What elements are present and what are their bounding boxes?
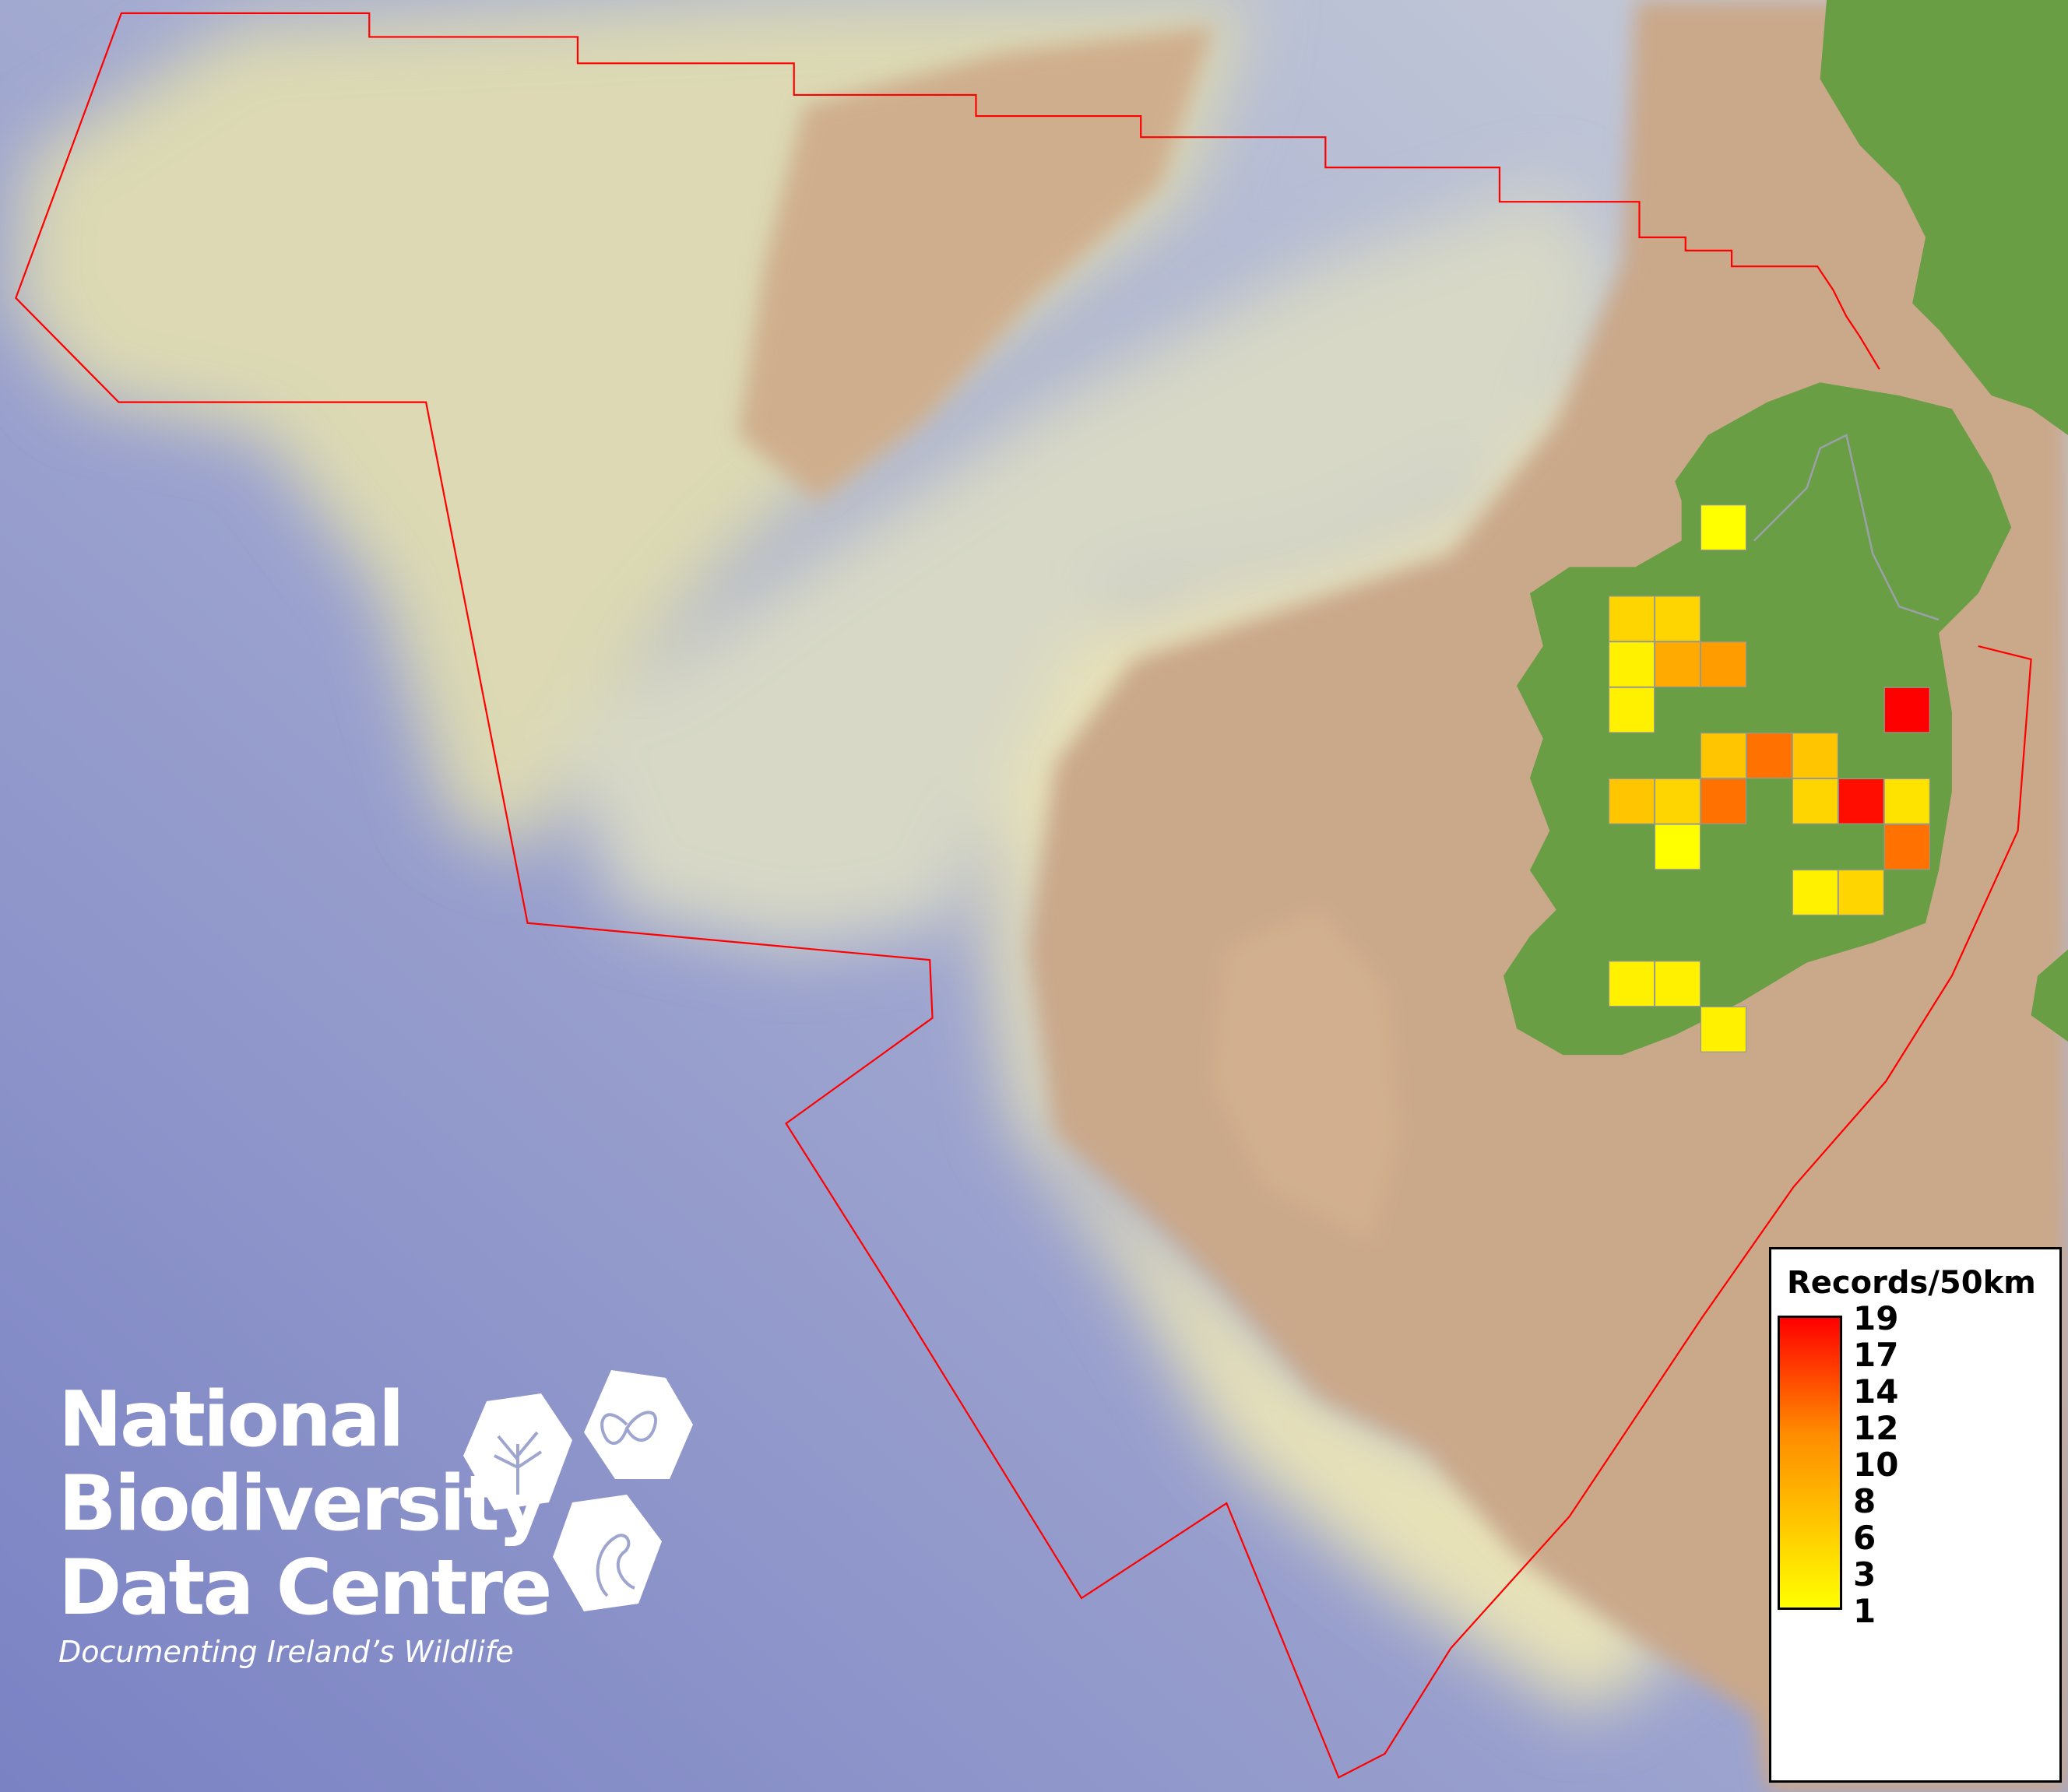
grid-cell-records[interactable]: [1608, 641, 1655, 687]
grid-cell-records[interactable]: [1700, 641, 1747, 687]
hexagon-emblem: [463, 1370, 693, 1611]
logo-line-2: Biodiversity: [58, 1460, 547, 1548]
grid-cell-records[interactable]: [1700, 1006, 1747, 1052]
grid-cell-records[interactable]: [1654, 596, 1701, 642]
legend-tick-label: 17: [1853, 1336, 1899, 1374]
grid-cell-records[interactable]: [1792, 733, 1839, 779]
grid-cell-records[interactable]: [1654, 961, 1701, 1007]
tan-bank-north: [738, 26, 1214, 501]
grid-cell-records[interactable]: [1700, 778, 1747, 824]
grid-cell-records[interactable]: [1883, 687, 1930, 733]
logo-line-1: National: [58, 1376, 404, 1464]
legend-title: Records/50km: [1787, 1265, 2036, 1301]
eez-boundary-line: [15, 12, 2032, 1779]
legend-tick-label: 14: [1853, 1372, 1899, 1411]
legend-tick-label: 12: [1853, 1409, 1899, 1447]
ireland-land: [1504, 382, 2012, 1056]
legend-color-ramp: [1778, 1316, 1842, 1610]
grid-cell-records[interactable]: [1883, 824, 1930, 870]
scotland-land: [1820, 0, 2068, 435]
grid-cell-records[interactable]: [1654, 641, 1701, 687]
seahorse-hexagon-icon: [553, 1495, 662, 1611]
logo-line-3: Data Centre: [58, 1544, 552, 1632]
logo-tagline: Documenting Ireland’s Wildlife: [58, 1635, 514, 1669]
nbdc-logo: National Biodiversity Data Centre Docume…: [58, 1370, 693, 1669]
grid-cell-records[interactable]: [1883, 778, 1930, 824]
legend-tick-label: 1: [1853, 1592, 1876, 1630]
legend-tick-label: 10: [1853, 1446, 1899, 1484]
grid-cell-records[interactable]: [1654, 824, 1701, 870]
grid-cell-records[interactable]: [1746, 733, 1793, 779]
grid-cell-records[interactable]: [1700, 504, 1747, 551]
grid-cell-records[interactable]: [1608, 687, 1655, 733]
grid-cell-records[interactable]: [1608, 961, 1655, 1007]
records-grid-layer: [1608, 504, 1930, 1052]
grid-cell-records[interactable]: [1838, 778, 1884, 824]
tan-bank-south: [1213, 909, 1398, 1240]
shelf-region-porcupine: [554, 184, 1623, 950]
legend-tick-label: 19: [1853, 1299, 1899, 1337]
legend-tick-label: 3: [1853, 1555, 1876, 1593]
england-land-edge: [2031, 949, 2068, 1042]
butterfly-hexagon-icon: [584, 1370, 693, 1479]
border-ni-line: [1753, 434, 1940, 621]
legend-tick-label: 8: [1853, 1482, 1876, 1520]
legend-tick-label: 6: [1853, 1519, 1876, 1557]
grid-cell-records[interactable]: [1700, 733, 1747, 779]
grid-cell-records[interactable]: [1792, 870, 1839, 915]
grid-cell-records[interactable]: [1608, 596, 1655, 642]
grid-cell-records[interactable]: [1838, 870, 1884, 915]
map-legend: Records/50km 19 17 14 12 10 8 6 3 1: [1769, 1247, 2062, 1783]
grid-cell-records[interactable]: [1608, 778, 1655, 824]
grid-cell-records[interactable]: [1654, 778, 1701, 824]
grid-cell-records[interactable]: [1792, 778, 1839, 824]
